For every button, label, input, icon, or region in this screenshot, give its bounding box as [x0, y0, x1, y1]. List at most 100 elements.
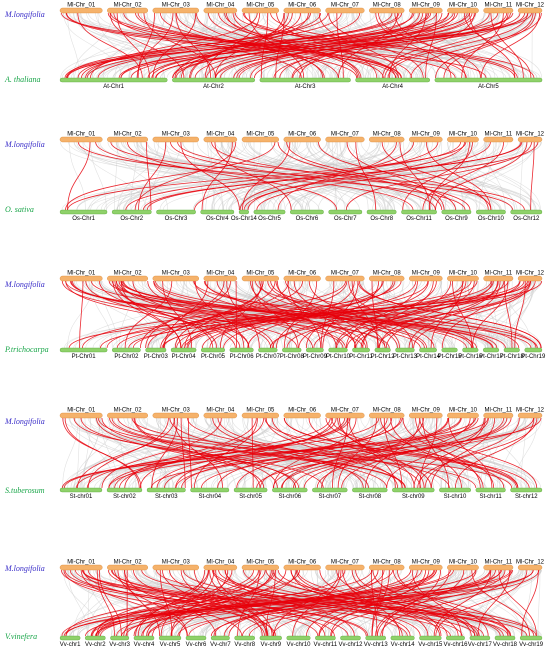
target-chromosome-bar — [401, 209, 437, 215]
collinear-link-background — [440, 569, 511, 637]
collinear-link-highlight — [353, 280, 467, 349]
collinear-link-background — [122, 569, 160, 637]
synteny-links — [61, 417, 543, 489]
collinear-link-highlight — [70, 280, 364, 349]
collinear-link-highlight — [371, 569, 390, 637]
collinear-link-highlight — [223, 569, 385, 637]
target-species-label: A. thaliana — [4, 75, 41, 84]
collinear-link-highlight — [120, 12, 514, 79]
target-chromosome-bar — [111, 347, 141, 353]
target-chromosome-label: Pt-Chr09 — [303, 354, 328, 360]
collinear-link-highlight — [65, 569, 254, 637]
query-chromosome-bar — [203, 7, 238, 14]
collinear-link-highlight — [308, 280, 400, 349]
collinear-link-highlight — [267, 280, 435, 349]
collinear-link-background — [248, 141, 445, 211]
query-chromosome-label: Ml-Chr_12 — [516, 408, 545, 414]
query-chromosome-bar — [325, 7, 365, 14]
collinear-link-background — [312, 141, 516, 211]
collinear-link-background — [87, 569, 90, 637]
collinear-link-highlight — [65, 141, 276, 211]
collinear-link-background — [503, 280, 532, 349]
collinear-link-background — [492, 417, 528, 489]
collinear-link-highlight — [77, 12, 143, 79]
target-chromosome-label: Pt-Chr16 — [458, 354, 483, 360]
target-chromosome-label: St-chr10 — [444, 494, 467, 500]
synteny-panel-3: Ml-Chr_01 Ml-Chr_02 Ml-Chr_03 Ml-Chr_04 Ml-C… — [4, 271, 546, 361]
target-chromosome-bar — [59, 347, 108, 353]
target-chromosome-label: Os-Chr2 — [120, 216, 143, 222]
collinear-link-highlight — [308, 417, 432, 489]
collinear-link-highlight — [372, 569, 475, 637]
collinear-link-highlight — [277, 141, 443, 211]
collinear-link-background — [466, 280, 474, 349]
collinear-link-highlight — [201, 141, 233, 211]
query-chromosome-bar — [59, 136, 103, 143]
target-chromosome-label: Os-Chr11 — [406, 216, 432, 222]
collinear-link-highlight — [146, 569, 274, 637]
query-chromosome-label: Ml-Chr_09 — [412, 132, 441, 138]
collinear-link-background — [176, 12, 269, 79]
collinear-link-highlight — [164, 280, 209, 349]
target-chromosome-label: Pt-Chr01 — [72, 354, 97, 360]
collinear-link-highlight — [180, 417, 186, 489]
collinear-link-highlight — [160, 569, 215, 637]
target-chromosome-label: Vv-chr2 — [85, 642, 106, 648]
query-chromosome-bar — [325, 412, 365, 419]
target-chromosome-label: Vv-chr10 — [286, 642, 311, 648]
query-chromosome-label: Ml-Chr_01 — [67, 408, 96, 414]
query-chromosome-label: Ml-Chr_05 — [246, 560, 275, 566]
collinear-link-highlight — [402, 417, 495, 489]
collinear-link-background — [271, 417, 386, 489]
collinear-link-background — [454, 569, 526, 637]
query-chromosome-bar — [107, 564, 149, 571]
target-chromosome-label: Pt-Chr06 — [230, 354, 255, 360]
collinear-link-highlight — [146, 141, 152, 211]
collinear-link-highlight — [243, 569, 478, 637]
collinear-link-background — [204, 569, 297, 637]
collinear-link-highlight — [380, 569, 512, 637]
collinear-link-highlight — [203, 280, 472, 349]
target-chromosome-bar — [172, 77, 256, 83]
collinear-link-background — [291, 141, 471, 211]
collinear-link-highlight — [169, 417, 369, 489]
collinear-link-highlight — [95, 569, 393, 637]
collinear-link-background — [346, 280, 376, 349]
query-chromosome-label: Ml-Chr_01 — [67, 3, 96, 9]
query-chromosome-bar — [203, 275, 238, 282]
target-species-label: O. sativa — [5, 205, 34, 214]
query-chromosome-label: Ml-Chr_08 — [373, 3, 402, 9]
collinear-link-highlight — [101, 417, 222, 489]
collinear-link-highlight — [161, 280, 528, 349]
collinear-link-background — [467, 280, 512, 349]
target-chromosome-bar — [328, 347, 348, 353]
collinear-link-highlight — [303, 417, 504, 489]
collinear-link-highlight — [110, 141, 514, 211]
collinear-link-highlight — [121, 280, 272, 349]
collinear-link-highlight — [270, 280, 521, 349]
collinear-link-highlight — [371, 280, 378, 349]
collinear-link-highlight — [156, 569, 537, 637]
query-chromosome-label: Ml-Chr_07 — [331, 408, 360, 414]
target-chromosome-label: Vv-chr6 — [186, 642, 207, 648]
target-chromosome-bar — [200, 209, 235, 215]
target-chromosome-label: Pt-Chr08 — [280, 354, 305, 360]
target-chromosome-label: Os-Chr4 — [206, 216, 229, 222]
collinear-link-highlight — [99, 280, 250, 349]
target-chromosome-bar — [146, 487, 186, 493]
collinear-link-highlight — [339, 417, 415, 489]
target-chromosome-bar — [190, 487, 230, 493]
collinear-link-highlight — [110, 569, 463, 637]
query-chromosome-bar — [152, 7, 200, 14]
collinear-link-background — [122, 141, 301, 211]
query-chromosome-label: Ml-Chr_08 — [373, 271, 402, 277]
collinear-link-background — [509, 280, 535, 349]
collinear-link-highlight — [223, 280, 417, 349]
collinear-link-highlight — [124, 569, 161, 637]
query-chromosome-label: Ml-Chr_01 — [67, 271, 96, 277]
target-chromosome-bar — [84, 635, 106, 641]
collinear-link-background — [248, 141, 524, 211]
query-chromosome-bar — [517, 275, 543, 282]
query-chromosome-label: Ml-Chr_09 — [412, 560, 441, 566]
